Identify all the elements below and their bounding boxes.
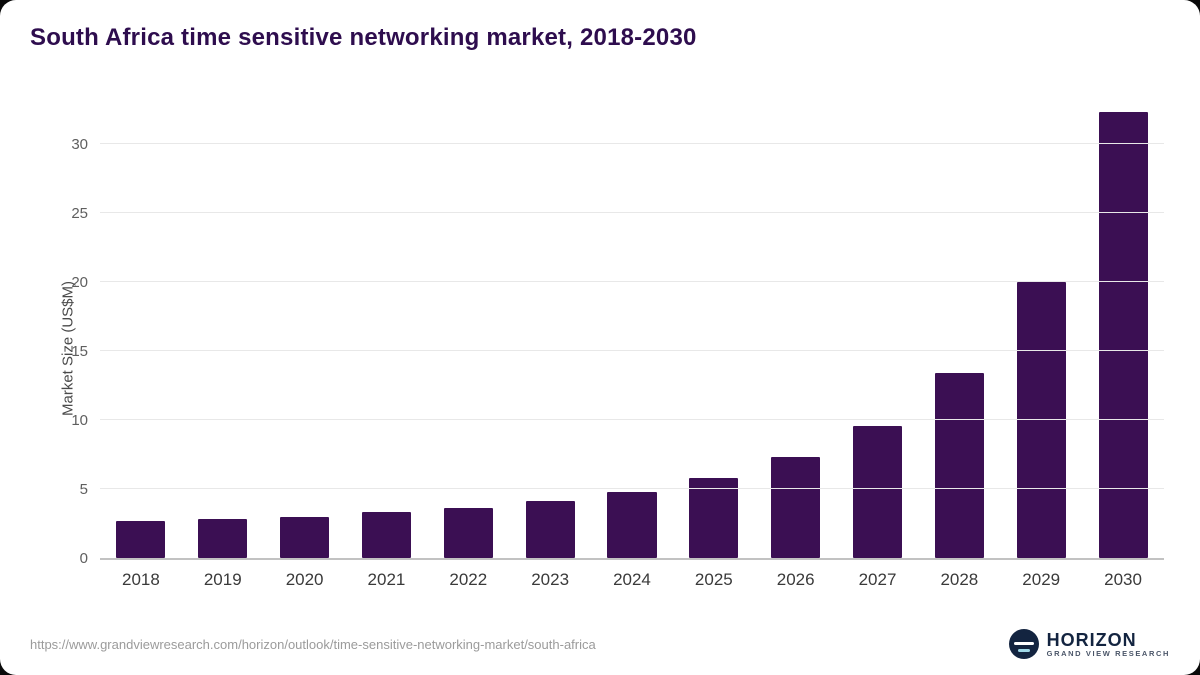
bar-column-2024 <box>591 100 673 558</box>
bar-2018 <box>116 520 166 558</box>
y-tick-10: 10 <box>71 412 88 430</box>
bar-2022 <box>443 508 493 558</box>
x-tick-2029: 2029 <box>1022 570 1061 589</box>
bar-2023 <box>525 501 575 558</box>
horizon-logo-icon <box>1008 629 1039 659</box>
y-tick-0: 0 <box>79 550 88 567</box>
gridline-5 <box>100 488 1164 490</box>
bar-column-2021 <box>346 100 428 558</box>
horizon-logo: HORIZON GRAND VIEW RESEARCH <box>1008 629 1170 659</box>
logo-name: HORIZON <box>1046 629 1137 650</box>
bar-column-2027 <box>837 100 919 558</box>
y-tick-20: 20 <box>71 274 88 292</box>
bar-2026 <box>771 457 821 558</box>
bar-column-2020 <box>264 100 346 558</box>
bars-container <box>100 100 1164 558</box>
bar-column-2022 <box>427 100 509 558</box>
y-tick-5: 5 <box>79 481 88 499</box>
logo-subtitle: GRAND VIEW RESEARCH <box>1046 648 1170 658</box>
gridline-25 <box>100 212 1164 214</box>
y-tick-25: 25 <box>71 205 88 223</box>
plot-area: 0 5 10 15 20 25 30 <box>71 100 1164 567</box>
bar-column-2030 <box>1082 100 1164 558</box>
bar-column-2025 <box>673 100 755 558</box>
bar-2024 <box>607 491 657 558</box>
x-tick-2023: 2023 <box>531 570 570 589</box>
x-tick-2019: 2019 <box>203 570 242 589</box>
x-tick-2018: 2018 <box>122 570 160 589</box>
x-tick-2025: 2025 <box>694 570 733 589</box>
bar-column-2023 <box>509 100 591 558</box>
x-tick-2021: 2021 <box>367 570 406 589</box>
x-tick-2030: 2030 <box>1104 570 1142 589</box>
x-tick-2026: 2026 <box>776 570 815 589</box>
bar-2030 <box>1098 112 1148 558</box>
bar-2021 <box>361 512 411 558</box>
x-tick-2022: 2022 <box>449 570 488 589</box>
gridline-20 <box>100 281 1164 283</box>
bar-2020 <box>280 516 330 558</box>
y-tick-15: 15 <box>71 343 88 361</box>
bar-2028 <box>934 373 984 558</box>
x-axis-labels: 2018 2019 2020 2021 2022 2023 2024 2025 2026 2027… <box>100 570 1164 590</box>
gridline-30 <box>100 143 1164 145</box>
gridline-10 <box>100 419 1164 421</box>
bar-column-2019 <box>182 100 264 558</box>
x-tick-2027: 2027 <box>858 570 897 589</box>
x-tick-2020: 2020 <box>285 570 324 589</box>
y-tick-30: 30 <box>71 136 88 154</box>
footer: https://www.grandviewresearch.com/horizo… <box>30 629 1170 659</box>
bar-2025 <box>689 478 739 558</box>
bar-column-2026 <box>755 100 837 558</box>
gridline-15 <box>100 350 1164 352</box>
x-tick-2024: 2024 <box>613 570 651 589</box>
bar-column-2018 <box>100 100 182 558</box>
source-url: https://www.grandviewresearch.com/horizo… <box>30 636 596 652</box>
bar-column-2029 <box>1000 100 1082 558</box>
chart-title: South Africa time sensitive networking m… <box>30 24 697 51</box>
x-tick-2028: 2028 <box>940 570 979 589</box>
bar-column-2028 <box>918 100 1000 558</box>
bar-2027 <box>852 425 903 558</box>
bar-2019 <box>198 519 248 558</box>
